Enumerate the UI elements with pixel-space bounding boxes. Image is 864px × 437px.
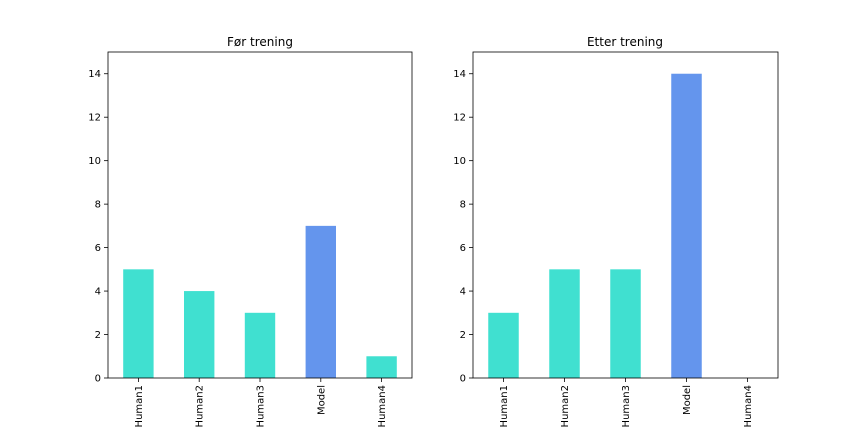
x-tick-label: Human2 [195, 385, 206, 427]
y-tick-label: 10 [453, 156, 466, 167]
y-tick-label: 2 [460, 330, 466, 341]
y-tick-label: 2 [95, 330, 101, 341]
x-tick-label: Human2 [560, 385, 571, 427]
bar-model [305, 225, 336, 378]
bar-human1 [123, 269, 154, 378]
y-tick-label: 14 [453, 69, 466, 80]
x-tick-label: Human4 [743, 385, 754, 427]
y-tick-label: 4 [95, 287, 101, 298]
bar-human3 [610, 269, 641, 378]
y-tick-label: 6 [95, 243, 101, 254]
x-tick-label: Human1 [134, 385, 145, 427]
y-tick-label: 12 [453, 113, 466, 124]
y-tick-label: 0 [95, 374, 101, 385]
y-tick-label: 12 [88, 113, 101, 124]
x-tick-label: Human4 [377, 385, 388, 427]
y-tick-label: 14 [88, 69, 101, 80]
chart-title: Før trening [227, 35, 293, 49]
x-tick-label: Model [682, 385, 693, 415]
bar-human2 [549, 269, 580, 378]
bar-human1 [488, 312, 519, 378]
bar-human2 [184, 291, 215, 378]
y-tick-label: 10 [88, 156, 101, 167]
bar-human4 [366, 356, 397, 378]
y-tick-label: 0 [460, 374, 466, 385]
y-tick-label: 8 [460, 200, 466, 211]
x-tick-label: Human3 [256, 385, 267, 427]
y-tick-label: 8 [95, 200, 101, 211]
chart-title: Etter trening [587, 35, 663, 49]
y-tick-label: 4 [460, 287, 466, 298]
x-tick-label: Human1 [499, 385, 510, 427]
y-tick-label: 6 [460, 243, 466, 254]
x-tick-label: Human3 [621, 385, 632, 427]
bar-model [671, 73, 702, 378]
x-tick-label: Model [316, 385, 327, 415]
bar-human3 [244, 312, 276, 378]
chart-after-training: Etter trening 0 2 4 6 8 10 12 14 Human1 Human2 Hum… [453, 35, 779, 427]
chart-before-training: Før trening 0 2 4 6 8 10 12 14 Human1 Human2 Human… [88, 35, 413, 427]
